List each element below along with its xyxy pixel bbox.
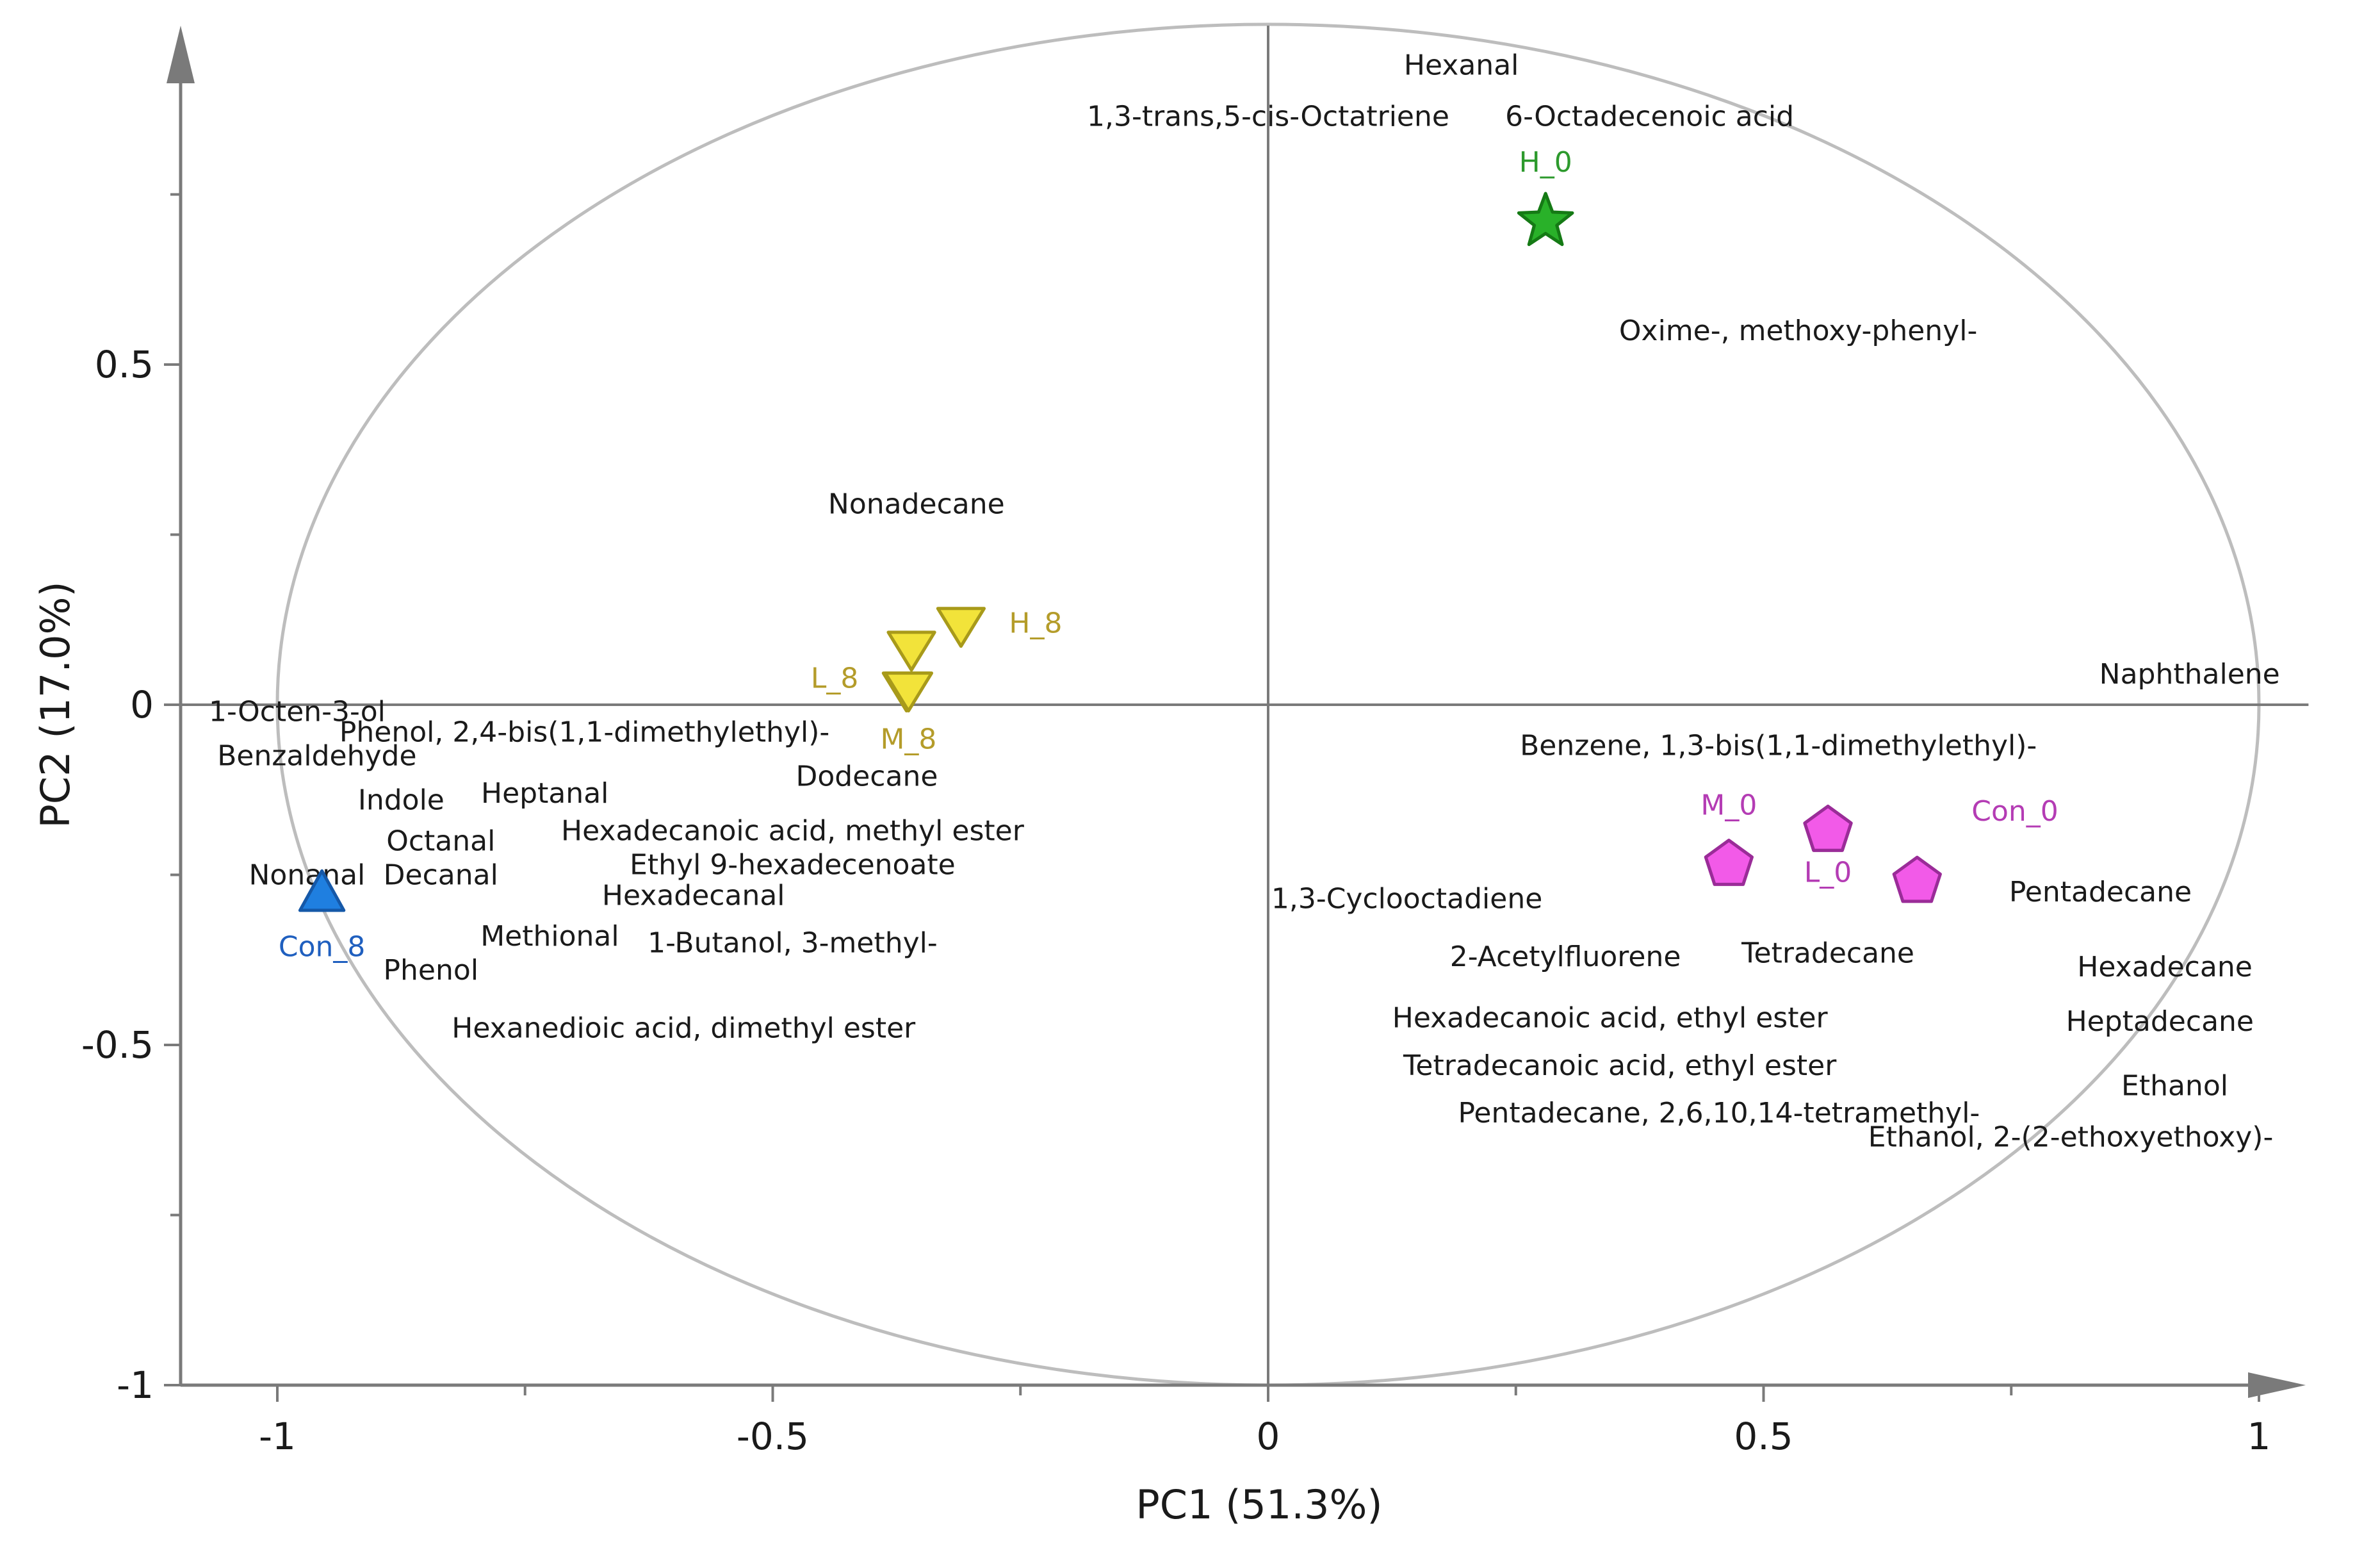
observation-marker [936,607,986,648]
variable-label: Oxime-, methoxy-phenyl- [1619,315,1977,347]
observation-label: L_8 [811,662,859,694]
observation-marker [1704,839,1754,886]
variable-label: Naphthalene [2099,658,2280,691]
variable-label: Pentadecane [2009,876,2192,908]
x-axis-arrow [2248,1372,2306,1398]
variable-label: 1,3-Cyclooctadiene [1271,883,1542,916]
variable-label: 2-Acetylfluorene [1450,941,1681,973]
y-axis-arrow [167,26,195,83]
y-tick-label: -0.5 [81,1023,154,1067]
variable-label: Nonanal [249,859,366,892]
x-tick-label: 1 [2247,1415,2271,1458]
x-axis-title: PC1 (51.3%) [1136,1481,1382,1528]
variable-label: Hexadecanoic acid, ethyl ester [1392,1002,1829,1035]
x-tick-label: -1 [259,1415,296,1458]
variable-label: Tetradecane [1741,937,1914,970]
variable-label: Benzene, 1,3-bis(1,1-dimethylethyl)- [1520,730,2037,762]
variable-label: Hexadecanal [602,879,785,912]
variable-label: Phenol, 2,4-bis(1,1-dimethylethyl)- [339,716,829,748]
variable-label: Pentadecane, 2,6,10,14-tetramethyl- [1458,1097,1980,1130]
variable-label: Ethanol, 2-(2-ethoxyethoxy)- [1868,1121,2274,1153]
observation-label: H_0 [1519,146,1572,179]
y-tick-label: -1 [117,1363,154,1407]
variable-label: Ethyl 9-hexadecenoate [630,849,956,882]
observation-marker [883,671,934,713]
variable-label: Phenol [384,954,479,987]
x-tick-label: 0 [1257,1415,1280,1458]
variable-label: Hexadecanoic acid, methyl ester [561,814,1025,847]
y-axis-title: PC2 (17.0%) [32,581,79,828]
y-tick-label: 0 [130,683,154,727]
observation-label: L_0 [1804,856,1852,889]
y-tick-label: 0.5 [95,343,154,386]
variable-label: 1,3-trans,5-cis-Octatriene [1087,100,1449,133]
variable-label: 6-Octadecenoic acid [1505,100,1794,133]
observation-label: Con_8 [279,930,366,963]
observation-marker [1803,804,1853,852]
observation-marker [1517,192,1574,247]
variable-label: Octanal [386,825,495,857]
observation-label: M_0 [1700,789,1757,822]
observation-marker [1892,855,1942,903]
observation-label: Con_0 [1971,795,2058,828]
observation-marker [298,869,346,912]
variable-label: Nonadecane [828,488,1005,521]
variable-label: Hexanal [1404,49,1519,82]
variable-label: Benzaldehyde [217,740,416,773]
variable-label: Methional [480,920,619,953]
variable-label: Decanal [384,859,498,892]
x-tick-label: -0.5 [737,1415,809,1458]
variable-label: 1-Butanol, 3-methyl- [648,927,938,960]
variable-label: Hexadecane [2077,951,2253,983]
x-tick-label: 0.5 [1734,1415,1793,1458]
variable-label: Heptadecane [2066,1005,2254,1038]
observation-marker [886,630,936,672]
variable-label: Heptanal [481,777,608,810]
observation-label: M_8 [880,723,936,755]
variable-label: 1-Octen-3-ol [209,696,386,728]
variable-label: Tetradecanoic acid, ethyl ester [1403,1049,1837,1082]
variable-label: Dodecane [796,760,938,793]
variable-label: Ethanol [2121,1070,2228,1103]
variable-label: Indole [358,784,444,817]
variable-label: Hexanedioic acid, dimethyl ester [452,1012,916,1044]
observation-label: H_8 [1009,607,1062,640]
